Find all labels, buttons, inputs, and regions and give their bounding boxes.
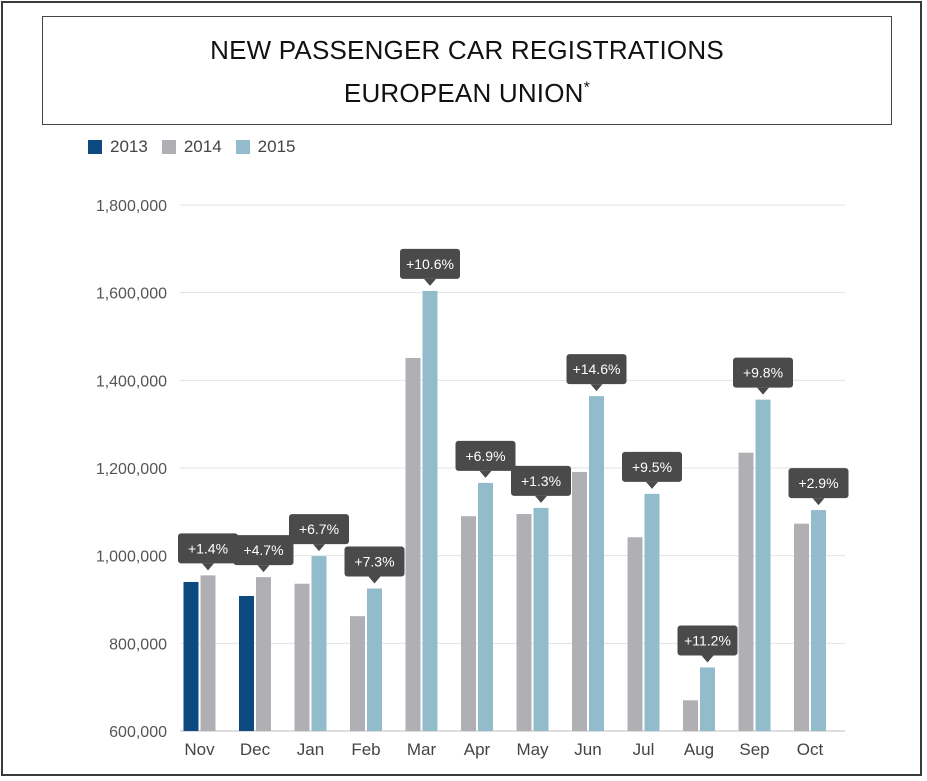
change-label-box <box>566 354 627 385</box>
bar-aug-2014 <box>683 700 698 731</box>
bar-jul-2014 <box>627 537 643 731</box>
y-tick-label: 1,400,000 <box>96 373 167 390</box>
change-label-box <box>622 451 682 482</box>
legend-label-2015: 2015 <box>257 137 296 156</box>
change-label: +1.4% <box>188 540 228 556</box>
legend-item-2013: 2013 <box>88 137 148 157</box>
x-tick-label: May <box>516 740 549 759</box>
change-label: +2.9% <box>798 475 838 491</box>
change-label-box <box>400 248 460 279</box>
change-label: +9.8% <box>743 365 783 381</box>
change-label-pointer <box>590 384 603 392</box>
change-label: +10.6% <box>406 256 454 272</box>
change-label: +1.3% <box>521 473 561 489</box>
legend-label-2013: 2013 <box>110 137 148 156</box>
y-tick-label: 1,800,000 <box>96 198 167 215</box>
change-label-box <box>289 514 349 545</box>
y-tick-label: 1,000,000 <box>96 549 167 566</box>
bar-aug-2015 <box>700 667 715 731</box>
y-tick-label: 1,600,000 <box>96 286 167 303</box>
legend-label-2014: 2014 <box>183 137 222 156</box>
bar-dec-2014 <box>256 577 271 731</box>
legend-swatch-2015 <box>235 140 250 154</box>
bar-nov-2014 <box>200 575 216 731</box>
x-tick-label: Dec <box>240 740 271 759</box>
y-tick-label: 800,000 <box>109 636 167 653</box>
change-label-pointer <box>313 544 325 552</box>
change-label-box <box>733 357 793 388</box>
legend-swatch-2013 <box>88 140 102 154</box>
legend-item-2014: 2014 <box>161 137 222 157</box>
change-label-pointer <box>646 481 658 489</box>
bar-may-2014 <box>516 514 532 731</box>
bar-jul-2015 <box>644 493 660 731</box>
legend: 2013 2014 2015 <box>88 137 309 157</box>
x-tick-label: Oct <box>797 740 824 759</box>
bar-may-2015 <box>533 507 549 731</box>
x-tick-label: Jun <box>574 740 601 759</box>
chart-title-line1: NEW PASSENGER CAR REGISTRATIONS <box>210 35 724 65</box>
bar-jan-2014 <box>294 583 310 731</box>
change-label-pointer <box>424 278 436 286</box>
x-tick-label: Nov <box>184 740 215 759</box>
change-label: +7.3% <box>354 554 394 570</box>
bar-oct-2014 <box>794 523 809 731</box>
bar-feb-2014 <box>350 616 365 731</box>
change-label-pointer <box>202 563 214 571</box>
x-tick-label: Jan <box>297 740 324 759</box>
bar-apr-2015 <box>478 482 493 731</box>
bar-mar-2014 <box>405 357 421 731</box>
change-label-pointer <box>535 495 547 503</box>
bar-oct-2015 <box>811 510 826 731</box>
bar-dec-2013 <box>239 595 254 731</box>
change-label-box <box>455 440 516 471</box>
change-label-pointer <box>812 498 825 506</box>
change-label-pointer <box>757 387 769 395</box>
bar-feb-2015 <box>367 588 382 731</box>
chart-title-line2-text: EUROPEAN UNION* <box>343 77 591 108</box>
change-label-pointer <box>701 655 714 663</box>
change-label: +6.7% <box>299 521 339 537</box>
change-label: +9.5% <box>632 459 672 475</box>
x-tick-label: Feb <box>351 740 380 759</box>
change-label-pointer <box>479 470 492 478</box>
change-label-box <box>233 535 294 566</box>
change-label-pointer <box>368 576 381 584</box>
change-label: +6.9% <box>465 448 505 464</box>
y-tick-label: 600,000 <box>109 724 167 741</box>
legend-item-2015: 2015 <box>235 137 296 157</box>
change-label-box <box>344 546 405 577</box>
chart-title-line2: EUROPEAN UNION* <box>43 69 891 112</box>
bar-jun-2015 <box>589 396 604 731</box>
x-tick-label: Jul <box>633 740 655 759</box>
x-tick-label: Apr <box>464 740 491 759</box>
bar-nov-2013 <box>183 581 199 731</box>
change-label: +11.2% <box>684 632 731 648</box>
bar-jun-2014 <box>572 471 587 731</box>
bar-apr-2014 <box>461 516 476 731</box>
change-label-pointer <box>257 565 270 573</box>
bar-sep-2014 <box>738 452 754 731</box>
x-tick-label: Mar <box>407 740 437 759</box>
change-label: +14.6% <box>573 361 621 377</box>
change-label-box <box>178 533 238 564</box>
y-tick-label: 1,200,000 <box>96 461 167 478</box>
legend-swatch-2014 <box>161 140 176 154</box>
title-footnote-mark: * <box>583 79 591 96</box>
change-label: +4.7% <box>243 542 283 558</box>
bar-mar-2015 <box>422 290 438 731</box>
x-tick-label: Sep <box>739 740 769 759</box>
bar-sep-2015 <box>755 399 771 731</box>
title-box: NEW PASSENGER CAR REGISTRATIONS EUROPEAN… <box>42 16 892 125</box>
change-label-box <box>788 468 849 499</box>
bar-jan-2015 <box>311 556 327 731</box>
x-tick-label: Aug <box>684 740 714 759</box>
change-label-box <box>677 625 738 656</box>
change-label-box <box>511 465 571 496</box>
